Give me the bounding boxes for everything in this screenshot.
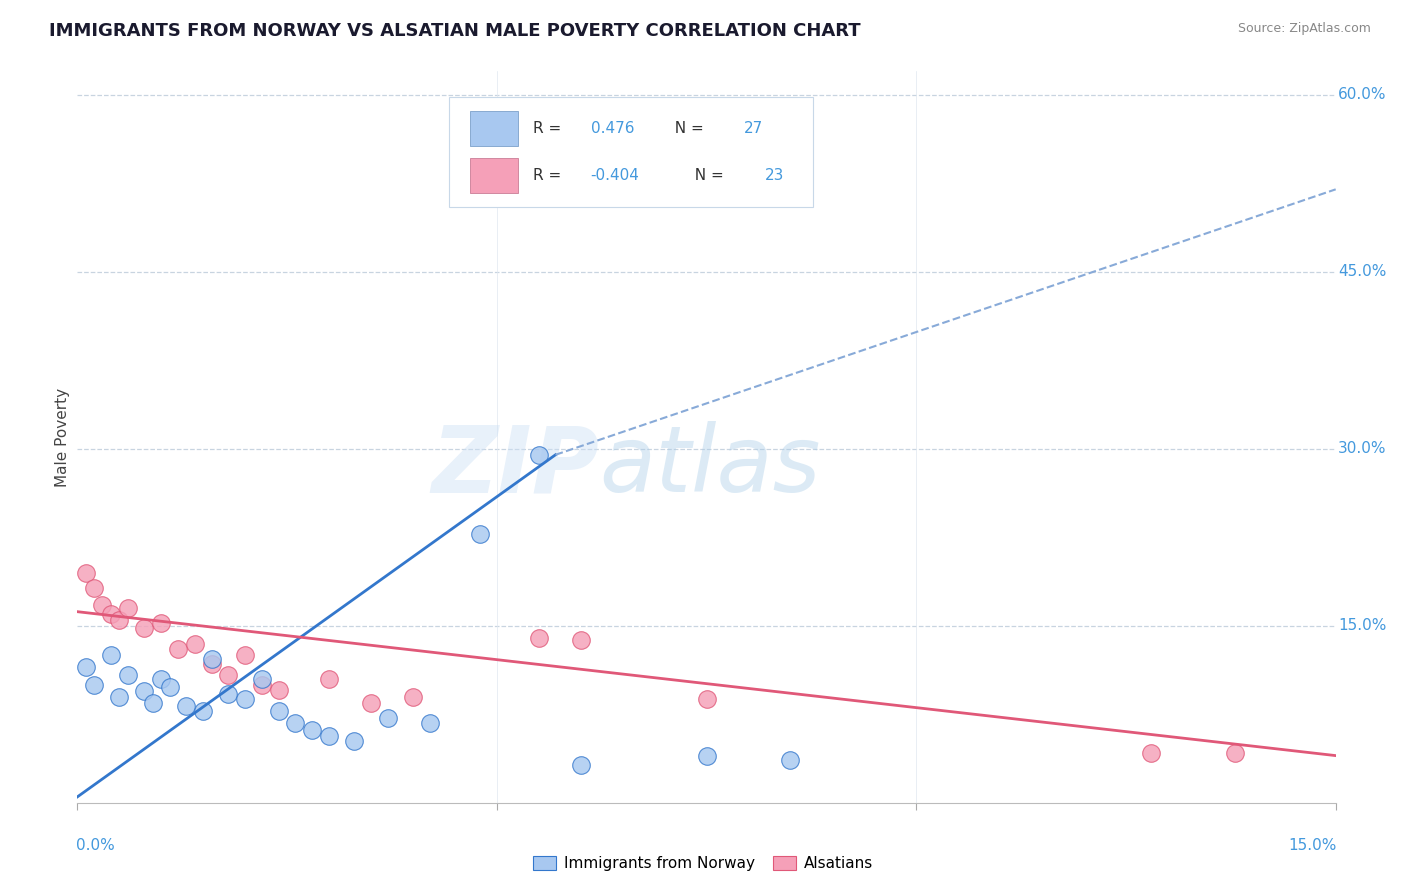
Point	[217, 668, 239, 682]
Point	[569, 632, 592, 647]
Text: 45.0%: 45.0%	[1339, 264, 1386, 279]
Point	[250, 678, 273, 692]
Point	[318, 729, 340, 743]
Point	[176, 699, 198, 714]
Point	[1223, 746, 1246, 760]
Text: 0.476: 0.476	[591, 120, 634, 136]
Point	[343, 734, 366, 748]
Text: N =: N =	[665, 120, 709, 136]
Point	[108, 690, 131, 704]
Point	[200, 657, 222, 671]
Point	[569, 758, 592, 772]
Text: 30.0%: 30.0%	[1339, 442, 1386, 457]
Point	[318, 672, 340, 686]
Text: IMMIGRANTS FROM NORWAY VS ALSATIAN MALE POVERTY CORRELATION CHART: IMMIGRANTS FROM NORWAY VS ALSATIAN MALE …	[49, 22, 860, 40]
Point	[134, 683, 156, 698]
Point	[779, 753, 801, 767]
Point	[159, 680, 181, 694]
Point	[75, 566, 97, 580]
Point	[83, 581, 105, 595]
Point	[91, 598, 114, 612]
Point	[284, 715, 307, 730]
Y-axis label: Male Poverty: Male Poverty	[55, 387, 70, 487]
Point	[117, 601, 139, 615]
Point	[167, 642, 190, 657]
Point	[468, 526, 491, 541]
Text: R =: R =	[533, 168, 567, 183]
Text: -0.404: -0.404	[591, 168, 640, 183]
Text: R =: R =	[533, 120, 567, 136]
Point	[191, 704, 215, 718]
Text: 60.0%: 60.0%	[1339, 87, 1386, 103]
Text: ZIP: ZIP	[432, 421, 599, 511]
Point	[267, 682, 290, 697]
Point	[75, 660, 97, 674]
Legend: Immigrants from Norway, Alsatians: Immigrants from Norway, Alsatians	[527, 849, 879, 877]
Point	[134, 621, 156, 635]
Point	[250, 672, 273, 686]
Point	[696, 748, 718, 763]
Point	[200, 652, 222, 666]
Text: 15.0%: 15.0%	[1339, 618, 1386, 633]
FancyBboxPatch shape	[470, 158, 517, 193]
Point	[150, 616, 173, 631]
Point	[117, 668, 139, 682]
Point	[527, 448, 550, 462]
Point	[142, 696, 165, 710]
Point	[377, 711, 399, 725]
Point	[83, 678, 105, 692]
Point	[527, 631, 550, 645]
Text: 23: 23	[765, 168, 783, 183]
Point	[419, 715, 441, 730]
Point	[267, 704, 290, 718]
Text: 0.0%: 0.0%	[76, 838, 115, 853]
Text: atlas: atlas	[599, 421, 821, 511]
Point	[360, 696, 382, 710]
FancyBboxPatch shape	[470, 111, 517, 145]
Point	[233, 692, 256, 706]
Text: 27: 27	[744, 120, 763, 136]
FancyBboxPatch shape	[449, 97, 814, 207]
Text: Source: ZipAtlas.com: Source: ZipAtlas.com	[1237, 22, 1371, 36]
Point	[301, 723, 323, 737]
Point	[696, 692, 718, 706]
Point	[217, 687, 239, 701]
Point	[1140, 746, 1163, 760]
Point	[100, 607, 122, 621]
Point	[108, 613, 131, 627]
Point	[184, 636, 207, 650]
Point	[402, 690, 425, 704]
Text: 15.0%: 15.0%	[1288, 838, 1337, 853]
Point	[100, 648, 122, 663]
Text: N =: N =	[685, 168, 728, 183]
Point	[233, 648, 256, 663]
Point	[150, 672, 173, 686]
